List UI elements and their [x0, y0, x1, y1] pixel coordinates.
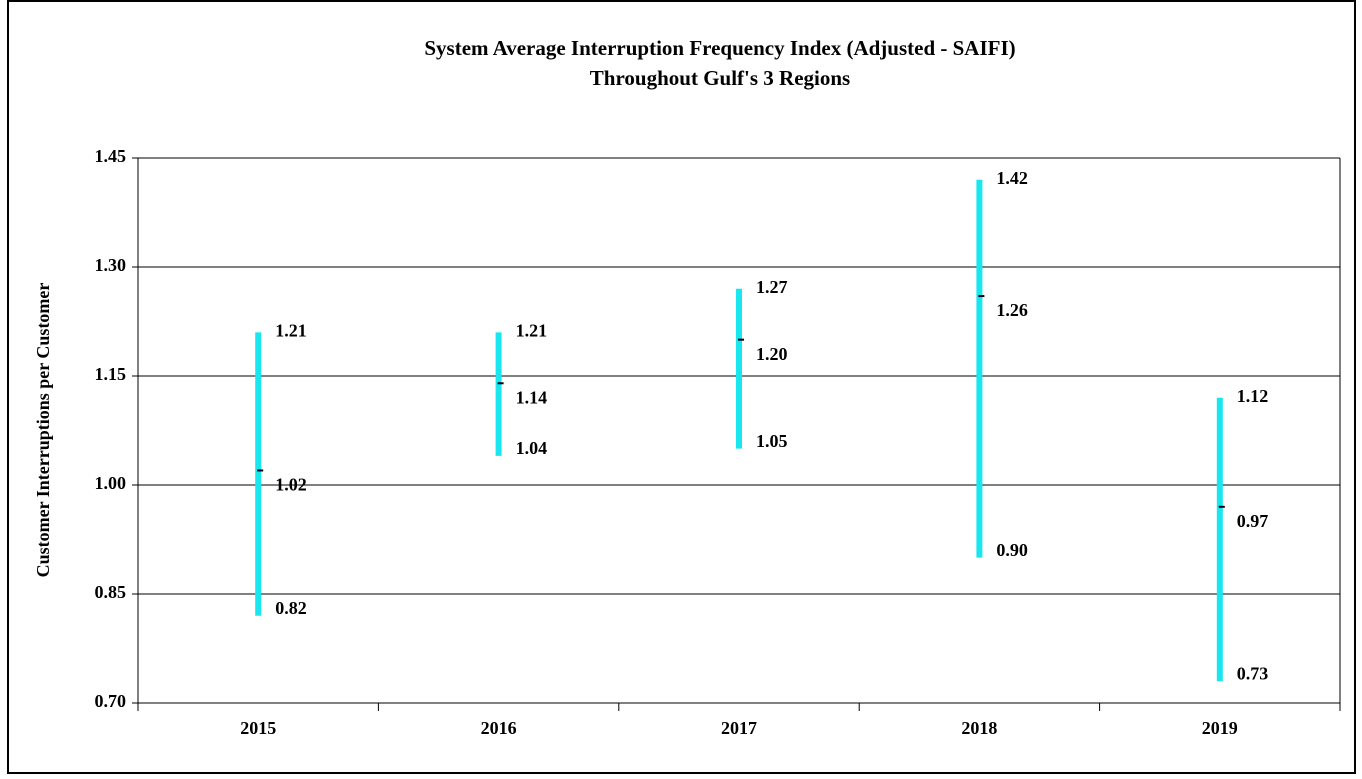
x-tick-label: 2016 [481, 718, 517, 738]
low-label: 0.82 [275, 598, 307, 618]
x-tick-label: 2018 [961, 718, 997, 738]
high-label: 1.27 [756, 277, 788, 297]
low-label: 1.04 [516, 438, 548, 458]
low-label: 0.90 [996, 540, 1028, 560]
x-tick-label: 2015 [240, 718, 276, 738]
mean-label: 1.14 [516, 387, 548, 407]
high-label: 1.21 [275, 321, 307, 341]
y-tick-label: 0.85 [95, 582, 127, 602]
chart-subtitle: Throughout Gulf's 3 Regions [590, 66, 850, 90]
high-label: 1.21 [516, 321, 548, 341]
x-tick-label: 2017 [721, 718, 757, 738]
high-label: 1.12 [1237, 386, 1269, 406]
y-tick-label: 1.30 [95, 255, 127, 275]
mean-label: 1.02 [275, 475, 307, 495]
chart-border [7, 0, 1356, 774]
y-axis-label: Customer Interruptions per Customer [33, 283, 53, 578]
y-tick-label: 1.45 [95, 146, 127, 166]
low-label: 1.05 [756, 431, 788, 451]
y-tick-label: 0.70 [95, 691, 127, 711]
mean-label: 1.26 [996, 300, 1028, 320]
y-tick-label: 1.15 [95, 364, 127, 384]
chart-title: System Average Interruption Frequency In… [424, 36, 1015, 60]
low-label: 0.73 [1237, 663, 1269, 683]
high-label: 1.42 [996, 168, 1028, 188]
x-tick-label: 2019 [1202, 718, 1238, 738]
mean-label: 0.97 [1237, 511, 1269, 531]
y-tick-label: 1.00 [95, 473, 127, 493]
mean-label: 1.20 [756, 344, 788, 364]
